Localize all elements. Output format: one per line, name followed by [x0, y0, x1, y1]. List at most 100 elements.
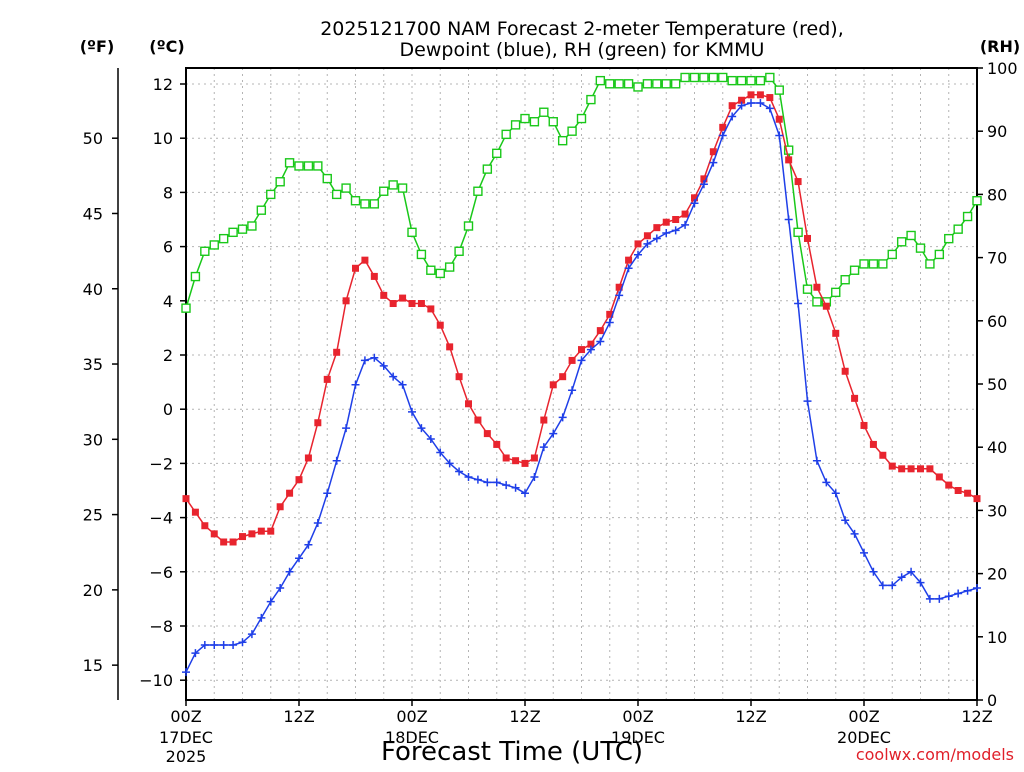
rh-tick-label-1: 90 — [987, 122, 1007, 141]
temperature-point-74 — [879, 451, 887, 459]
dewpoint-point-83 — [963, 586, 972, 595]
c-tick-label-6: 0 — [163, 400, 173, 419]
rh-point-21 — [379, 186, 389, 196]
temperature-point-72 — [860, 421, 868, 429]
x-tick-label-5: 12Z — [735, 707, 766, 726]
temperature-point-21 — [380, 291, 388, 299]
rh-point-74 — [878, 259, 888, 269]
temperature-point-80 — [935, 473, 943, 481]
rh-point-12 — [294, 161, 304, 171]
rh-tick-label-9: 10 — [987, 628, 1007, 647]
rh-point-58 — [727, 75, 737, 86]
rh-point-46 — [614, 79, 624, 89]
dewpoint-point-39 — [549, 429, 558, 438]
rh-point-25 — [416, 249, 427, 260]
date-label-0-1: 2025 — [166, 747, 207, 766]
c-tick-label-8: −4 — [149, 509, 173, 528]
rh-point-67 — [812, 297, 822, 307]
dewpoint-point-5 — [229, 640, 238, 649]
rh-point-33 — [492, 148, 502, 159]
f-tick-label-2: 40 — [83, 280, 103, 299]
temperature-point-53 — [681, 210, 689, 218]
dewpoint-point-0 — [182, 668, 190, 677]
rh-point-49 — [642, 79, 653, 89]
temperature-point-78 — [917, 465, 924, 473]
dewpoint-point-38 — [539, 443, 548, 452]
temperature-point-50 — [653, 224, 661, 232]
temperature-point-22 — [389, 300, 397, 308]
dewpoint-point-66 — [803, 397, 812, 406]
rh-point-26 — [426, 265, 436, 275]
rh-point-0 — [181, 303, 191, 313]
dewpoint-point-58 — [728, 112, 737, 121]
rh-point-30 — [463, 221, 474, 231]
x-tick-label-1: 12Z — [283, 707, 314, 726]
dewpoint-point-69 — [831, 489, 840, 498]
dewpoint-point-82 — [954, 589, 963, 598]
rh-point-27 — [435, 268, 445, 279]
temperature-point-52 — [672, 216, 680, 223]
rh-point-66 — [802, 284, 813, 294]
dewpoint-point-19 — [360, 356, 369, 365]
temperature-point-35 — [512, 457, 520, 465]
rh-point-47 — [623, 79, 634, 89]
temperature-point-44 — [596, 327, 604, 335]
temperature-point-81 — [945, 481, 953, 489]
x-tick-label-0: 00Z — [170, 707, 201, 726]
temperature-point-10 — [276, 503, 284, 511]
rh-point-75 — [887, 249, 897, 260]
dewpoint-point-16 — [332, 456, 341, 465]
rh-point-84 — [972, 196, 982, 206]
dewpoint-point-17 — [342, 424, 351, 433]
temperature-point-39 — [549, 381, 557, 389]
dewpoint-point-81 — [944, 592, 953, 601]
chart-series — [181, 72, 982, 677]
dewpoint-point-21 — [379, 361, 388, 370]
temperature-point-77 — [907, 465, 915, 473]
temperature-point-26 — [427, 305, 435, 313]
dewpoint-point-15 — [323, 489, 332, 498]
rh-tick-label-8: 20 — [987, 565, 1007, 584]
rh-point-3 — [209, 240, 219, 250]
dewpoint-point-61 — [756, 98, 765, 107]
date-label-0-0: 17DEC — [159, 728, 213, 747]
dewpoint-point-11 — [285, 567, 294, 576]
rh-point-64 — [783, 145, 794, 155]
dewpoint-point-45 — [605, 318, 614, 327]
f-tick-label-7: 15 — [83, 656, 103, 675]
rh-point-62 — [765, 72, 775, 83]
temperature-point-70 — [841, 367, 849, 375]
rh-point-82 — [953, 224, 963, 234]
dewpoint-point-47 — [624, 264, 633, 273]
rh-point-2 — [200, 246, 210, 256]
temperature-point-56 — [709, 148, 717, 156]
dewpoint-point-37 — [530, 472, 539, 481]
chart-labels: 2025121700 NAM Forecast 2-meter Temperat… — [80, 18, 1020, 767]
f-tick-label-3: 35 — [83, 355, 103, 374]
rh-point-31 — [473, 186, 483, 196]
rh-point-61 — [755, 75, 766, 86]
dewpoint-point-52 — [671, 226, 680, 235]
temperature-point-23 — [399, 294, 407, 302]
dewpoint-point-10 — [276, 584, 285, 593]
temperature-point-5 — [229, 538, 237, 546]
temperature-point-2 — [201, 522, 209, 530]
temperature-point-1 — [191, 508, 199, 516]
dewpoint-point-22 — [389, 372, 398, 381]
dewpoint-point-40 — [558, 413, 567, 422]
rh-point-14 — [313, 161, 323, 171]
dewpoint-point-57 — [718, 131, 727, 140]
temperature-point-8 — [257, 527, 265, 535]
dewpoint-point-33 — [492, 478, 501, 487]
rh-point-44 — [595, 75, 606, 86]
dewpoint-point-68 — [822, 478, 831, 487]
celsius-unit-label: (ºC) — [149, 37, 184, 56]
rh-tick-label-5: 50 — [987, 375, 1007, 394]
dewpoint-point-51 — [662, 229, 671, 238]
temperature-point-3 — [210, 530, 218, 538]
rh-point-11 — [284, 158, 295, 168]
temperature-point-51 — [662, 218, 670, 226]
temperature-point-32 — [483, 430, 491, 438]
rh-point-22 — [388, 180, 398, 190]
